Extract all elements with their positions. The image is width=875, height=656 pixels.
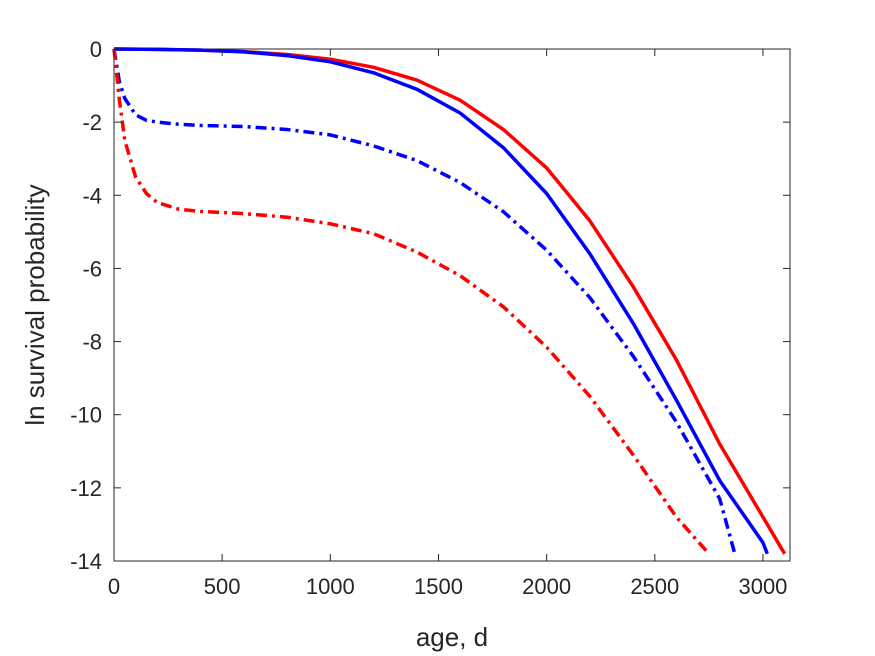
y-tick-label: -8 [82,330,102,355]
y-tick-label: -14 [70,549,102,574]
x-tick-label: 2000 [522,574,571,599]
x-axis: 0 500 1000 1500 2000 2500 3000 [108,49,787,599]
y-tick-label: -4 [82,183,102,208]
series-line-3 [112,48,737,555]
y-tick-label: -2 [82,110,102,135]
series-layer [112,47,787,555]
x-tick-label: 0 [108,574,120,599]
x-tick-label: 500 [204,574,241,599]
y-axis: 0 -2 -4 -6 -8 -10 -12 -14 [70,37,790,574]
y-tick-label: -12 [70,476,102,501]
y-tick-label: -10 [70,403,102,428]
series-line-2 [113,47,769,555]
series-line-4 [112,48,711,555]
x-tick-label: 3000 [738,574,787,599]
y-axis-label: ln survival probability [20,184,50,425]
x-tick-label: 1000 [306,574,355,599]
x-tick-label: 1500 [414,574,463,599]
x-tick-label: 2500 [630,574,679,599]
y-tick-label: 0 [90,37,102,62]
x-axis-label: age, d [416,622,488,652]
plot-area [113,48,791,562]
y-tick-label: -6 [82,256,102,281]
